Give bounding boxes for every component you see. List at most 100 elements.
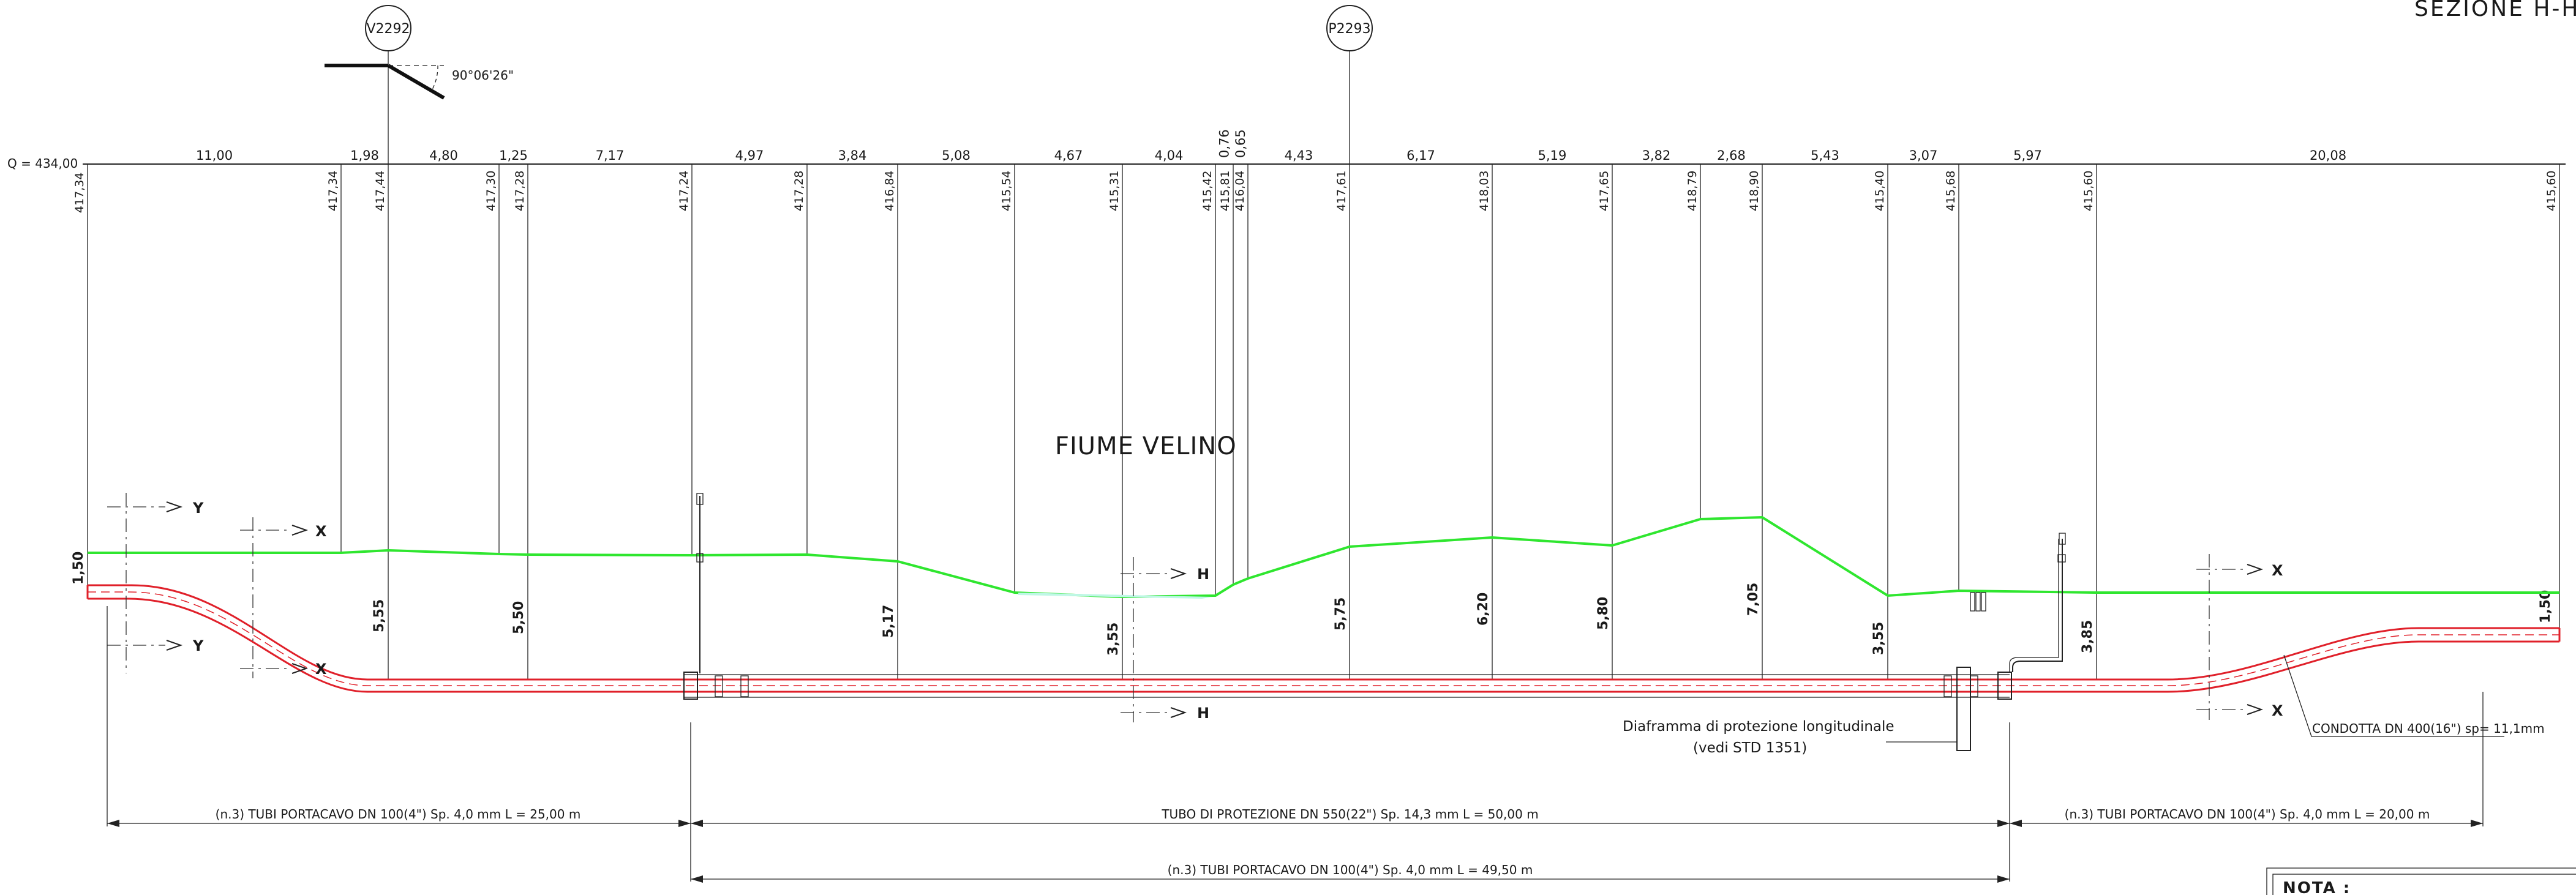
diaphragm-detail-b — [1975, 592, 1981, 612]
datum-label: Q = 434,00 — [7, 156, 78, 171]
section-x-right-top-arrow — [2247, 564, 2264, 575]
cable-tubes-left-label: (n.3) TUBI PORTACAVO DN 100(4") Sp. 4,0 … — [216, 807, 581, 822]
vent-pipe-right — [2009, 533, 2066, 672]
partial-distance: 20,08 — [2310, 148, 2346, 163]
partial-distance: 3,84 — [838, 148, 867, 163]
spacer-1 — [715, 675, 723, 697]
angle-arc — [432, 65, 438, 90]
elevation-label: 418,79 — [1686, 171, 1699, 211]
pipe-label: CONDOTTA DN 400(16") sp= 11,1mm — [2312, 721, 2545, 736]
elevation-label: 415,31 — [1108, 171, 1121, 211]
depth-label: 1,50 — [2538, 590, 2553, 623]
diaphragm: Diaframma di protezione longitudinale (v… — [1623, 592, 1986, 756]
dim-arrow-3 — [691, 820, 703, 827]
partial-distance: 5,19 — [1538, 148, 1567, 163]
dim-arrow-5 — [2010, 820, 2022, 827]
section-h-top-arrow — [1170, 568, 1187, 579]
partial-distance: 4,80 — [429, 148, 458, 163]
partial-distance: 7,17 — [596, 148, 625, 163]
profile-verticals — [87, 164, 2560, 680]
elevation-labels: 417,34 417,34 417,44 417,30 417,28 417,24 417,… — [73, 171, 2558, 213]
depth-label: 5,75 — [1333, 597, 1348, 631]
elevation-label: 415,54 — [1000, 171, 1013, 211]
section-h-bottom-arrow — [1170, 707, 1187, 718]
diaphragm-detail-c — [1981, 592, 1986, 612]
diaphragm-note-line2: (vedi STD 1351) — [1693, 740, 1807, 756]
partial-distance: 0,76 — [1217, 129, 1232, 158]
elevation-label: 417,65 — [1598, 171, 1611, 211]
dim-arrow-7 — [691, 875, 703, 883]
elevation-label: 418,90 — [1748, 171, 1761, 211]
protection-tube-seal-left — [683, 672, 698, 700]
marker-v2292: V2292 90°06'26" — [325, 5, 514, 164]
elevation-label: 417,28 — [513, 171, 527, 211]
spacer-2 — [740, 675, 749, 697]
dim-arrow-6 — [2471, 820, 2483, 827]
elevation-label: 417,24 — [677, 171, 691, 211]
marker-p2293: P2293 — [1326, 5, 1373, 164]
elevation-label: 416,84 — [883, 171, 896, 211]
diaphragm-note-line1: Diaframma di protezione longitudinale — [1623, 719, 1894, 735]
protection-tube-seal-right — [1997, 672, 2012, 700]
partial-distance: 6,17 — [1406, 148, 1435, 163]
vent-pipe-right-collar — [2057, 554, 2066, 563]
partial-distance: 0,65 — [1233, 129, 1248, 158]
elevation-label: 417,30 — [484, 171, 498, 211]
section-marks: Y Y X X H H X X — [107, 493, 2283, 722]
partial-distance: 4,97 — [735, 148, 764, 163]
partial-distance: 1,98 — [350, 148, 379, 163]
dim-arrow-2 — [678, 820, 691, 827]
pipeline-bottom-wall — [88, 597, 2559, 693]
partial-distance: 4,43 — [1285, 148, 1313, 163]
vent-pipe-right-riser — [2012, 539, 2063, 672]
partial-distance: 4,67 — [1054, 148, 1083, 163]
pipeline-centerline — [88, 591, 2559, 686]
nota-box: NOTA : — [2266, 867, 2576, 895]
elevation-label: 417,61 — [1335, 171, 1348, 211]
section-y-top-label: Y — [192, 500, 204, 517]
cable-tubes-right-label: (n.3) TUBI PORTACAVO DN 100(4") Sp. 4,0 … — [2065, 807, 2430, 822]
depth-label: 7,05 — [1746, 583, 1761, 616]
elevation-label: 417,28 — [792, 171, 806, 211]
elevation-label: 415,81 — [1219, 171, 1232, 211]
depth-label: 5,17 — [881, 605, 896, 638]
partial-distance-labels: 11,00 1,98 4,80 1,25 7,17 4,97 3,84 5,08 4,67 4,0… — [196, 129, 2346, 163]
section-y-bottom-arrow — [166, 640, 183, 651]
bottom-dimensions: (n.3) TUBI PORTACAVO DN 100(4") Sp. 4,0 … — [107, 606, 2484, 883]
marker-p2293-label: P2293 — [1328, 21, 1370, 37]
elevation-label: 416,04 — [1233, 171, 1247, 211]
protection-tube-label: TUBO DI PROTEZIONE DN 550(22") Sp. 14,3 … — [1161, 807, 1538, 822]
elevation-label: 415,42 — [1201, 171, 1214, 211]
section-x-left-bottom-arrow — [291, 663, 309, 674]
cable-tubes-bottom-label: (n.3) TUBI PORTACAVO DN 100(4") Sp. 4,0 … — [1168, 863, 1533, 877]
pipeline-top-wall — [88, 584, 2559, 681]
depth-label: 3,55 — [1106, 623, 1121, 656]
partial-distance: 2,68 — [1717, 148, 1746, 163]
dim-arrow-8 — [1997, 875, 2010, 883]
depth-label: 5,80 — [1596, 597, 1611, 630]
depth-label: 6,20 — [1476, 593, 1491, 626]
section-x-left-bottom-label: X — [315, 661, 327, 678]
pipeline — [86, 584, 2561, 693]
vent-pipe-left-cap — [696, 493, 704, 505]
section-x-left-top-arrow — [291, 525, 309, 536]
depth-label: 5,50 — [511, 601, 527, 634]
depth-label: 5,55 — [372, 599, 387, 632]
nota-box-inner — [2272, 874, 2576, 895]
section-h-bottom-label: H — [1197, 705, 1209, 722]
angle-label: 90°06'26" — [452, 68, 514, 83]
elevation-label: 415,60 — [2082, 171, 2095, 211]
section-title: SEZIONE H-H — [2414, 0, 2576, 21]
elevation-label: 415,60 — [2545, 171, 2558, 211]
vent-pipe-right-riser-inner — [2009, 539, 2059, 672]
dim-arrow-1 — [107, 820, 119, 827]
section-h-top-label: H — [1197, 566, 1209, 583]
dim-arrow-4 — [1997, 820, 2010, 827]
marker-v2292-label: V2292 — [366, 21, 410, 37]
section-x-left-top-label: X — [315, 523, 327, 540]
partial-distance: 5,08 — [942, 148, 971, 163]
pipe-callout: CONDOTTA DN 400(16") sp= 11,1mm — [2283, 654, 2545, 737]
elevation-label: 417,34 — [326, 171, 340, 211]
elevation-label: 417,44 — [374, 171, 387, 211]
